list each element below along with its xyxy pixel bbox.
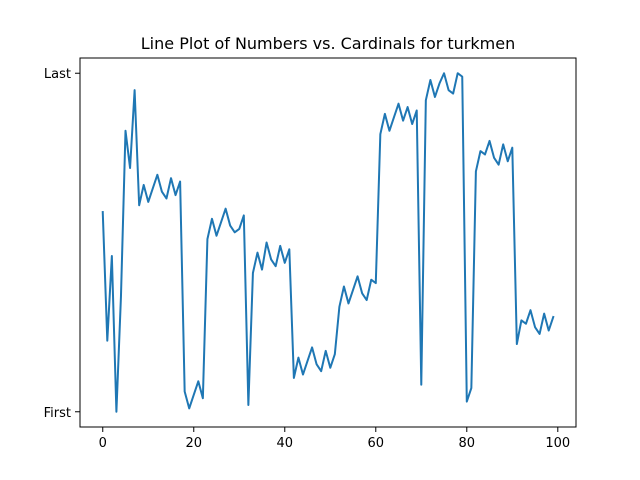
axes-frame bbox=[79, 57, 577, 428]
x-tick-label: 20 bbox=[185, 436, 202, 451]
y-tick-label: First bbox=[44, 406, 71, 421]
x-tick-label: 40 bbox=[276, 436, 293, 451]
x-tick-label: 80 bbox=[459, 436, 476, 451]
y-tick-label: Last bbox=[44, 67, 71, 82]
x-tick-label: 0 bbox=[99, 436, 107, 451]
plot-area: 0 20 40 60 80 100 First Last bbox=[44, 57, 577, 451]
x-tick-label: 100 bbox=[545, 436, 570, 451]
chart-title: Line Plot of Numbers vs. Cardinals for t… bbox=[141, 34, 515, 53]
x-tick-label: 60 bbox=[368, 436, 385, 451]
series-line-0 bbox=[101, 72, 555, 413]
